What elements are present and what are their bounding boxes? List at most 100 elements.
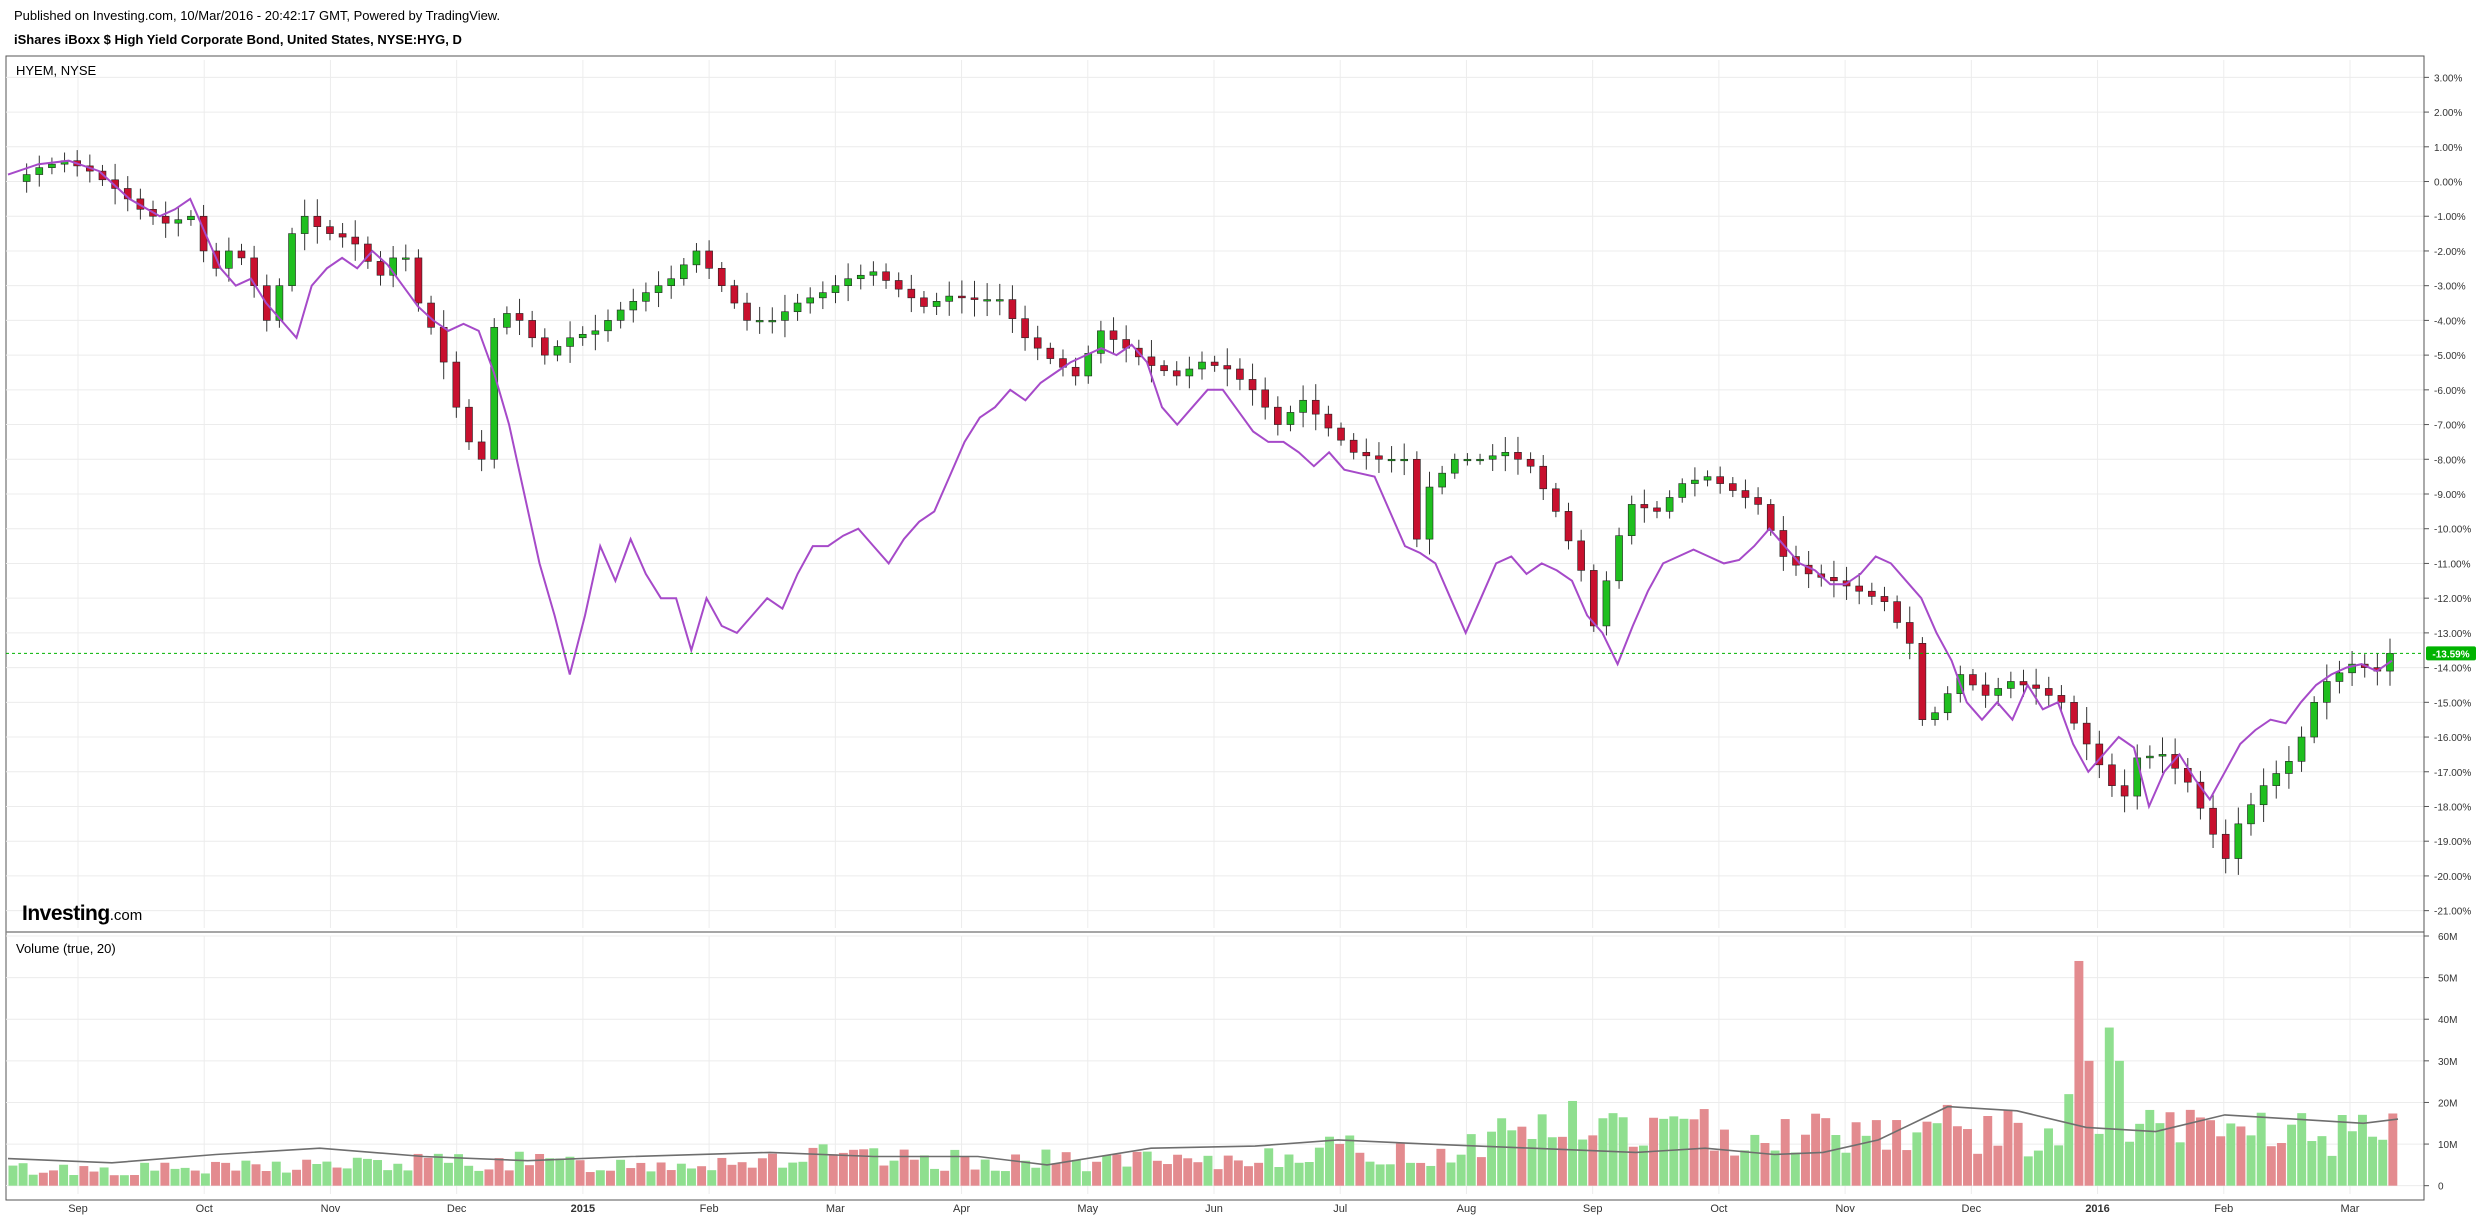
- candle-body: [439, 327, 448, 363]
- volume-bar: [838, 1152, 848, 1186]
- candle-body: [819, 292, 827, 299]
- volume-bar: [2287, 1124, 2297, 1186]
- candle-body: [2146, 755, 2154, 759]
- candle-body: [1577, 540, 1585, 571]
- candle-body: [1640, 504, 1649, 509]
- price-tick-label: -9.00%: [2434, 490, 2466, 501]
- volume-bar: [1709, 1150, 1719, 1186]
- candle-body: [2297, 736, 2306, 762]
- volume-bar: [950, 1149, 960, 1186]
- candle-body: [1703, 476, 1712, 481]
- volume-bar: [788, 1162, 798, 1186]
- volume-bar: [1983, 1115, 1993, 1186]
- candle-body: [326, 226, 334, 234]
- volume-bar: [2054, 1145, 2064, 1186]
- candle-body: [1362, 452, 1371, 457]
- volume-legend[interactable]: Volume (true, 20): [16, 941, 116, 956]
- volume-bar: [1760, 1143, 1770, 1186]
- volume-bar: [1223, 1155, 1233, 1186]
- volume-bar: [757, 1158, 767, 1186]
- candle-body: [1918, 642, 1927, 720]
- candle-body: [2070, 702, 2078, 724]
- volume-bar: [656, 1162, 666, 1186]
- volume-bar: [1811, 1113, 1821, 1186]
- price-tick-label: -13.00%: [2434, 629, 2471, 640]
- volume-bar: [49, 1170, 58, 1186]
- candle-body: [1160, 365, 1168, 372]
- candle-body: [945, 295, 954, 302]
- volume-tick-label: 50M: [2438, 974, 2457, 985]
- volume-tick-label: 40M: [2438, 1015, 2457, 1026]
- volume-bar: [1598, 1118, 1608, 1186]
- volume-bar: [970, 1169, 980, 1186]
- volume-bar: [1142, 1151, 1152, 1186]
- price-grid: [6, 60, 2424, 928]
- volume-bar: [190, 1170, 200, 1186]
- volume-bar: [443, 1162, 453, 1186]
- candle-body: [1830, 577, 1838, 582]
- candle-body: [490, 327, 499, 460]
- candle-body: [768, 320, 777, 323]
- candle-body: [806, 297, 815, 304]
- volume-bar: [1314, 1147, 1324, 1186]
- volume-bar: [1932, 1123, 1942, 1186]
- volume-bar: [433, 1153, 443, 1186]
- candle-body: [2007, 681, 2015, 689]
- volume-bar: [1689, 1119, 1699, 1186]
- candle-body: [1766, 504, 1775, 531]
- candle-body: [1868, 590, 1876, 597]
- volume-bar: [717, 1157, 727, 1186]
- volume-bar: [818, 1144, 828, 1186]
- candle-body: [2221, 833, 2230, 859]
- candle-body: [1400, 458, 1409, 462]
- candle-body: [2310, 702, 2318, 738]
- candle-body: [793, 302, 802, 313]
- candle-body: [465, 406, 473, 443]
- volume-bar: [616, 1159, 626, 1186]
- volume-bar: [28, 1174, 38, 1186]
- candle-body: [1375, 455, 1383, 460]
- volume-bar: [535, 1153, 545, 1186]
- volume-bar: [484, 1169, 494, 1186]
- price-legend[interactable]: HYEM, NYSE: [16, 63, 97, 78]
- volume-bar: [1426, 1165, 1436, 1186]
- candle-body: [1147, 356, 1156, 366]
- time-tick-label: Feb: [2214, 1203, 2233, 1215]
- candle-body: [844, 278, 852, 286]
- candle-body: [225, 250, 233, 269]
- volume-bar: [899, 1149, 909, 1186]
- volume-bar: [707, 1170, 717, 1186]
- volume-bar: [1345, 1135, 1355, 1186]
- last-value-marker[interactable]: -13.59%: [2426, 646, 2476, 661]
- volume-bar: [676, 1163, 686, 1186]
- volume-axis: 60M 50M 40M 30M 20M 10M 0: [2424, 932, 2457, 1193]
- volume-bar: [1922, 1121, 1932, 1186]
- volume-bar: [89, 1171, 99, 1186]
- volume-bar: [1517, 1126, 1527, 1186]
- volume-bar: [423, 1157, 433, 1186]
- candle-body: [667, 278, 675, 286]
- candle-body: [717, 268, 726, 286]
- candle-body: [1501, 452, 1510, 457]
- price-tick-label: -4.00%: [2434, 316, 2466, 327]
- volume-bar: [869, 1148, 879, 1186]
- price-tick-label: -18.00%: [2434, 802, 2471, 813]
- volume-bar: [1294, 1162, 1304, 1186]
- volume-bar: [1801, 1134, 1810, 1186]
- candle-body: [1413, 458, 1421, 540]
- volume-bar: [1730, 1155, 1740, 1186]
- volume-bar: [1213, 1169, 1223, 1186]
- chart-frame: [5, 55, 2425, 1201]
- candle-body: [187, 215, 195, 221]
- price-tick-label: -21.00%: [2434, 907, 2471, 918]
- volume-bar: [2347, 1131, 2357, 1186]
- volume-bar: [1041, 1149, 1051, 1186]
- candle-body: [1033, 337, 1042, 349]
- price-tick-label: 3.00%: [2434, 73, 2462, 84]
- volume-bar: [1031, 1167, 1041, 1186]
- candle-body: [1438, 472, 1446, 488]
- candle-body: [1172, 370, 1181, 377]
- candle-body: [1236, 368, 1244, 380]
- time-tick-label: Dec: [1962, 1203, 1982, 1215]
- volume-bar: [626, 1168, 636, 1186]
